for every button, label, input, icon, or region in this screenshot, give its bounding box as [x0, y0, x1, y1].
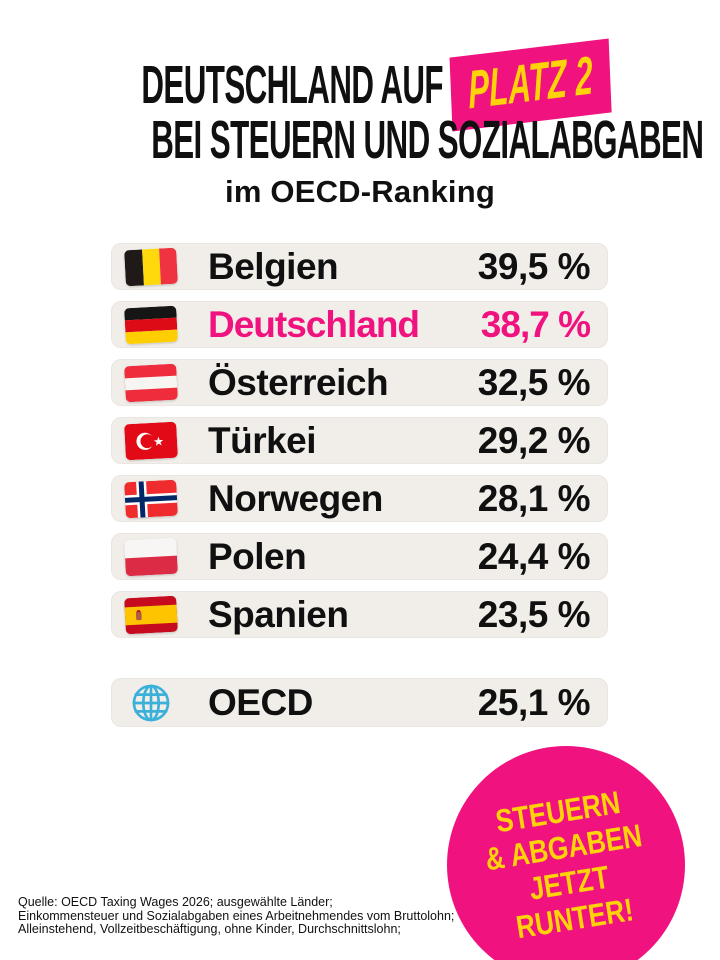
- title-text-prefix: DEUTSCHLAND AUF: [141, 55, 443, 115]
- title-line-2: BEI STEUERN UND SOZIALABGABEN: [151, 110, 704, 170]
- flag-poland-icon: [124, 537, 178, 577]
- campaign-badge-text: STEUERN & ABGABEN JETZT RUNTER!: [477, 782, 656, 949]
- country-value: 24,4 %: [477, 535, 591, 577]
- country-value: 39,5 %: [477, 245, 591, 287]
- ranking-row: Spanien 23,5 %: [111, 591, 608, 638]
- flag-turkey-icon: [124, 421, 178, 461]
- title-line-1: DEUTSCHLAND AUF PLATZ 2: [141, 38, 612, 132]
- ranking-row: Österreich 32,5 %: [111, 359, 608, 406]
- ranking-row: Belgien 39,5 %: [111, 243, 608, 290]
- flag-belgium-icon: [124, 247, 178, 287]
- country-name: Belgien: [208, 245, 339, 287]
- country-value: 38,7 %: [480, 303, 591, 345]
- country-name: Spanien: [208, 593, 349, 635]
- country-name: Österreich: [208, 361, 389, 403]
- country-name: Norwegen: [208, 477, 383, 519]
- source-line: Einkommensteuer und Sozialabgaben eines …: [18, 908, 455, 923]
- oecd-summary-row: OECD 25,1 %: [111, 678, 608, 727]
- subtitle: im OECD-Ranking: [225, 174, 495, 209]
- country-name: Deutschland: [208, 303, 420, 345]
- flag-austria-icon: [124, 363, 178, 403]
- country-value: 32,5 %: [477, 361, 591, 403]
- ranking-list: Belgien 39,5 % Deutschland 38,7 % Österr…: [111, 243, 608, 649]
- country-value: 23,5 %: [477, 593, 591, 635]
- ranking-row: Türkei 29,2 %: [111, 417, 608, 464]
- ranking-row: Norwegen 28,1 %: [111, 475, 608, 522]
- flag-globe-icon: [125, 684, 177, 721]
- flag-spain-icon: [124, 595, 178, 635]
- ranking-row: Polen 24,4 %: [111, 533, 608, 580]
- country-name: Polen: [208, 535, 307, 577]
- header: DEUTSCHLAND AUF PLATZ 2 BEI STEUERN UND …: [0, 38, 720, 210]
- oecd-label: OECD: [208, 681, 313, 723]
- country-name: Türkei: [208, 419, 317, 461]
- ranking-row: Deutschland 38,7 %: [111, 301, 608, 348]
- country-value: 28,1 %: [477, 477, 591, 519]
- flag-germany-icon: [124, 305, 178, 345]
- source-line: Alleinstehend, Vollzeitbeschäftigung, oh…: [18, 922, 401, 937]
- oecd-value: 25,1 %: [477, 681, 591, 723]
- flag-norway-icon: [124, 479, 178, 519]
- source-note: Quelle: OECD Taxing Wages 2026; ausgewäh…: [18, 895, 455, 937]
- platz-2-sticker-text: PLATZ 2: [467, 45, 595, 121]
- campaign-badge: STEUERN & ABGABEN JETZT RUNTER!: [447, 746, 685, 960]
- source-line: Quelle: OECD Taxing Wages 2026; ausgewäh…: [18, 895, 333, 909]
- country-value: 29,2 %: [477, 419, 591, 461]
